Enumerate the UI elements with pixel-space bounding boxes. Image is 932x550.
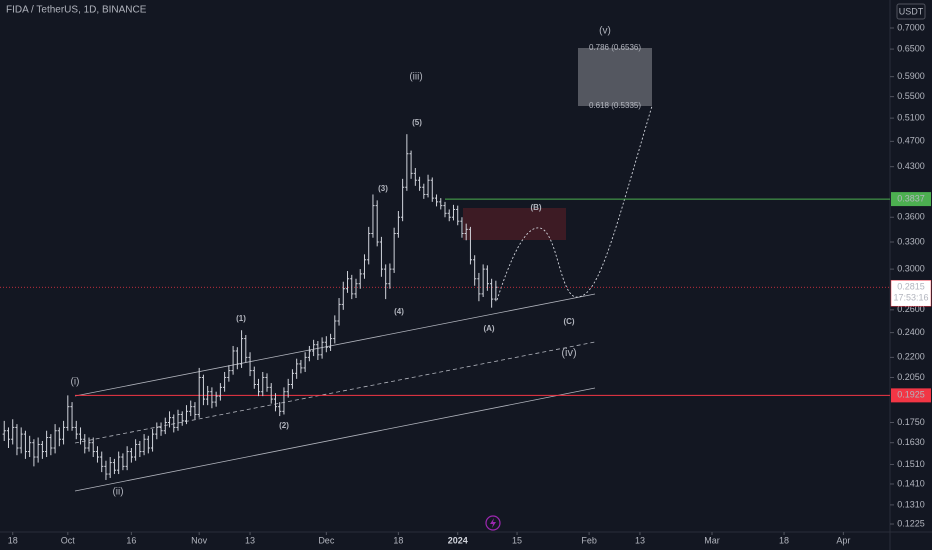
channel-lower bbox=[74, 387, 596, 492]
y-tick-label: 0.2400 bbox=[897, 327, 925, 337]
wave-label: (i) bbox=[71, 377, 80, 388]
wave-label: (2) bbox=[279, 421, 289, 430]
x-tick-label: 16 bbox=[126, 535, 136, 545]
x-tick-label: Apr bbox=[836, 535, 850, 545]
y-tick-label: 0.5100 bbox=[897, 112, 925, 122]
x-tick-label: 2024 bbox=[448, 535, 468, 545]
channel-middle bbox=[74, 341, 596, 444]
last-price-label: 0.2815 bbox=[897, 282, 925, 292]
currency: USDT bbox=[899, 6, 924, 16]
currency-box bbox=[896, 3, 926, 20]
event-icon bbox=[485, 515, 501, 531]
last-price-box bbox=[890, 279, 932, 307]
channel-upper bbox=[74, 293, 596, 397]
fib-label: 0.618 (0.5335) bbox=[589, 101, 641, 110]
countdown: 17:53:16 bbox=[893, 293, 928, 303]
y-tick-label: 0.1630 bbox=[897, 437, 925, 447]
wave-label: (C) bbox=[563, 317, 574, 326]
y-tick-label: 0.4300 bbox=[897, 161, 925, 171]
x-tick-label: Dec bbox=[318, 535, 335, 545]
level-label-box bbox=[891, 388, 931, 403]
projection-path bbox=[496, 105, 653, 301]
wave-label: (iv) bbox=[561, 347, 576, 359]
y-tick-label: 0.6500 bbox=[897, 43, 925, 53]
x-tick-label: 18 bbox=[8, 535, 18, 545]
chart-title: FIDA / TetherUS, 1D, BINANCE bbox=[6, 5, 147, 16]
x-tick-label: 13 bbox=[245, 535, 255, 545]
y-tick-label: 0.1510 bbox=[897, 459, 925, 469]
wave-label: (v) bbox=[599, 26, 611, 37]
y-tick-label: 0.1410 bbox=[897, 478, 925, 488]
event-bolt bbox=[490, 518, 496, 528]
wave-label: (5) bbox=[412, 118, 422, 127]
wave-label: (3) bbox=[378, 184, 388, 193]
fib-labels: 0.786 (0.6536) 0.618 (0.5335) bbox=[589, 43, 641, 110]
y-tick-label: 0.2600 bbox=[897, 304, 925, 314]
x-tick-label: 15 bbox=[512, 535, 522, 545]
x-tick-label: Feb bbox=[581, 535, 597, 545]
fib-zone bbox=[578, 48, 652, 106]
wave-label: (A) bbox=[483, 324, 494, 333]
wave-label: (4) bbox=[394, 307, 404, 316]
y-tick-label: 0.5900 bbox=[897, 71, 925, 81]
y-tick-label: 0.1310 bbox=[897, 499, 925, 509]
fib-label: 0.786 (0.6536) bbox=[589, 43, 641, 52]
x-tick-label: 18 bbox=[393, 535, 403, 545]
wave-label: (1) bbox=[236, 314, 246, 323]
y-tick-label: 0.3000 bbox=[897, 263, 925, 273]
y-tick-label: 0.1750 bbox=[897, 417, 925, 427]
bars bbox=[2, 134, 498, 480]
y-tick-label: 0.2050 bbox=[897, 372, 925, 382]
x-tick-label: Mar bbox=[704, 535, 720, 545]
y-tick-label: 0.7000 bbox=[897, 22, 925, 32]
y-tick-label: 0.1225 bbox=[897, 518, 925, 528]
x-tick-label: Oct bbox=[61, 535, 76, 545]
level-label: 0.1925 bbox=[897, 390, 925, 400]
level-label-box bbox=[891, 192, 931, 207]
y-tick-label: 0.5500 bbox=[897, 91, 925, 101]
y-tick-label: 0.3300 bbox=[897, 236, 925, 246]
wave-label: (ii) bbox=[112, 487, 123, 498]
level-label: 0.3837 bbox=[897, 193, 925, 203]
resistance-zone bbox=[463, 208, 566, 240]
y-tick-label: 0.4700 bbox=[897, 136, 925, 146]
x-tick-label: 18 bbox=[779, 535, 789, 545]
x-tick-label: 13 bbox=[635, 535, 645, 545]
y-tick-label: 0.3600 bbox=[897, 212, 925, 222]
wave-label: (iii) bbox=[409, 72, 422, 83]
wave-label: (B) bbox=[530, 203, 541, 212]
x-tick-label: Nov bbox=[191, 535, 208, 545]
y-tick-label: 0.2200 bbox=[897, 352, 925, 362]
